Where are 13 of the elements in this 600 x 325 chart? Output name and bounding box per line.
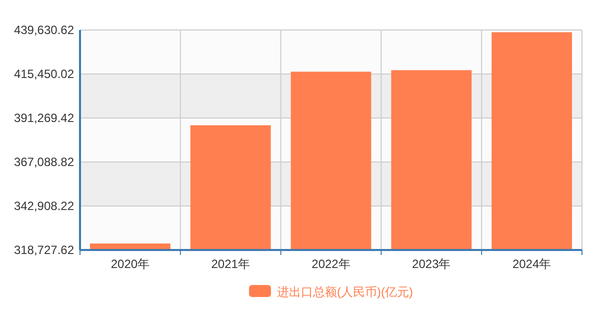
x-tick-label: 2021年 [211, 257, 250, 271]
y-tick-label: 342,908.22 [14, 199, 74, 213]
y-tick-label: 367,088.82 [14, 155, 74, 169]
legend: 进出口总额(人民币)(亿元) [249, 285, 413, 299]
y-tick-label: 318,727.62 [14, 243, 74, 257]
legend-label: 进出口总额(人民币)(亿元) [277, 285, 413, 299]
y-tick-label: 439,630.62 [14, 23, 74, 37]
y-tick-label: 391,269.42 [14, 111, 74, 125]
x-tick-label: 2024年 [512, 257, 552, 271]
x-tick-label: 2023年 [412, 257, 451, 271]
y-tick-label: 415,450.02 [14, 67, 74, 81]
x-tick-label: 2022年 [312, 257, 350, 271]
x-tick-label: 2020年 [110, 257, 150, 271]
